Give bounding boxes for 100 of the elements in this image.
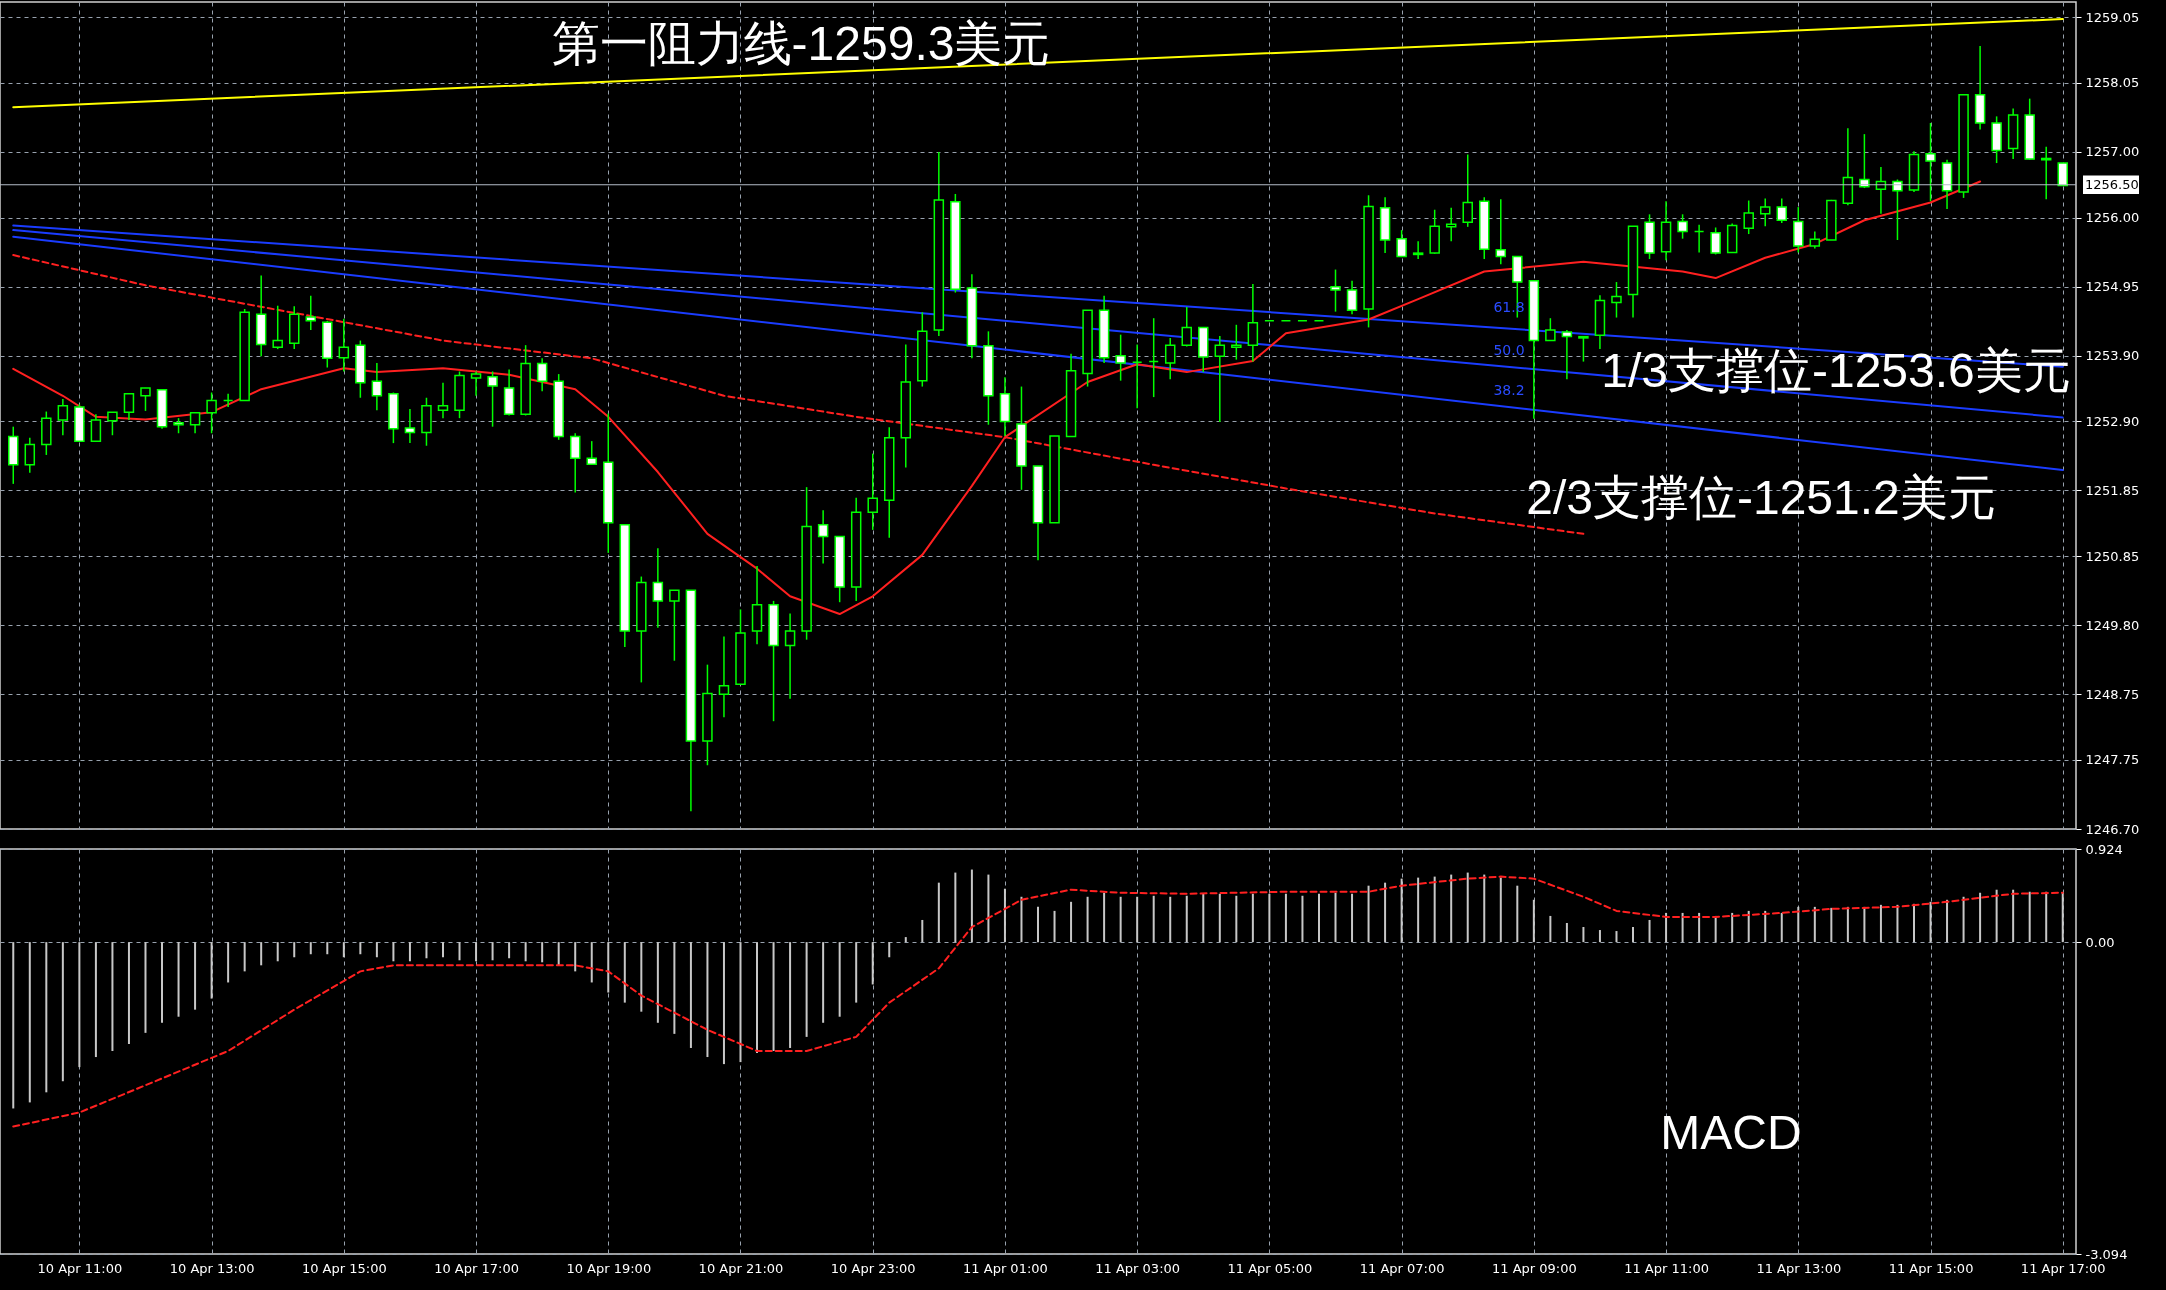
bar [342,942,345,958]
bar [656,942,659,1023]
candlestick [569,432,581,494]
bar [1070,901,1073,943]
bar [1780,912,1783,943]
candlestick [470,370,482,397]
bar [127,942,130,1044]
annotation: 2/3支撑位-1251.2美元 [1526,471,1996,524]
annotation: 50.0 [1493,342,1525,358]
bar [1450,874,1453,943]
y-tick-label: 1250.85 [2085,548,2140,564]
bar [1731,912,1734,943]
candlestick [1578,335,1589,363]
x-tick-label: 10 Apr 23:00 [830,1260,916,1276]
bar [1301,895,1304,943]
bar [1185,895,1188,943]
candlestick [24,437,36,474]
candlestick [1330,268,1341,313]
candlestick [1346,279,1358,316]
bar [756,942,759,1054]
bar [326,942,329,955]
y-tick-label: -3.094 [2085,1246,2128,1262]
bar [904,937,907,943]
y-tick-label: 1258.05 [2085,75,2140,91]
candlestick [1495,198,1507,266]
y-tick-label: 1259.05 [2085,9,2140,25]
bar [888,942,891,958]
candlestick [1545,317,1556,342]
bar [1218,893,1221,943]
bar [1086,896,1089,943]
candlestick [437,381,449,419]
candlestick [784,612,796,700]
bar [1516,885,1519,943]
bar [689,942,692,1048]
candlestick [2040,145,2052,200]
x-tick-label: 11 Apr 13:00 [1756,1260,1842,1276]
bar [1334,892,1337,943]
candlestick [1396,229,1407,258]
candlestick [1611,281,1622,319]
bar [954,872,957,943]
bar [1152,895,1155,943]
bar [1995,889,1998,943]
bar [276,942,279,962]
candlestick [1892,178,1903,241]
bar [1202,893,1205,943]
bar [1003,888,1006,943]
bar [78,942,81,1068]
candlestick [718,635,730,718]
bar [1896,904,1899,943]
bar [1632,927,1635,943]
x-tick-label: 10 Apr 17:00 [434,1260,519,1276]
bar [243,942,246,972]
bar [1565,922,1568,943]
candlestick [338,318,350,373]
bar [1037,906,1039,943]
bar [1912,903,1915,943]
candlestick [2057,162,2068,187]
bar [359,942,362,955]
candlestick [1462,153,1473,228]
candlestick [1776,197,1788,224]
bar [805,942,808,1037]
annotation: 38.2 [1493,382,1525,398]
bar [1317,893,1320,943]
candlestick [1214,335,1226,423]
bar [590,942,593,983]
bar [623,942,626,1003]
bar [574,942,577,972]
bar [1351,893,1354,943]
bar [640,942,643,1012]
bar [2012,889,2015,943]
bar [871,942,874,985]
bar [1797,906,1800,943]
x-tick-label: 11 Apr 15:00 [1888,1260,1974,1276]
candlestick [536,357,548,392]
candlestick [1412,240,1424,260]
candlestick [817,509,829,565]
bar [1929,901,1932,943]
bar [1681,912,1684,943]
y-tick-label: 0.924 [2085,841,2123,857]
candlestick [1247,283,1259,363]
y-tick-label: 1253.90 [2085,348,2140,364]
annotation: 第一阻力线-1259.3美元 [551,17,1051,70]
bar [111,942,114,1051]
bar [673,942,676,1034]
bar [441,942,444,958]
x-tick-label: 10 Apr 21:00 [698,1260,784,1276]
bar [260,942,263,966]
candlestick [867,452,878,531]
bar [1962,896,1965,943]
bar [375,942,378,958]
bar [1665,912,1668,943]
bar [1284,893,1287,943]
x-tick-label: 11 Apr 03:00 [1095,1260,1181,1276]
bar [408,942,411,962]
bar [1615,931,1618,943]
y-tick-label: 1257.00 [2085,144,2140,160]
candlestick [1743,199,1754,235]
bar [392,942,395,962]
bar [1813,906,1816,943]
bar [1169,896,1172,943]
